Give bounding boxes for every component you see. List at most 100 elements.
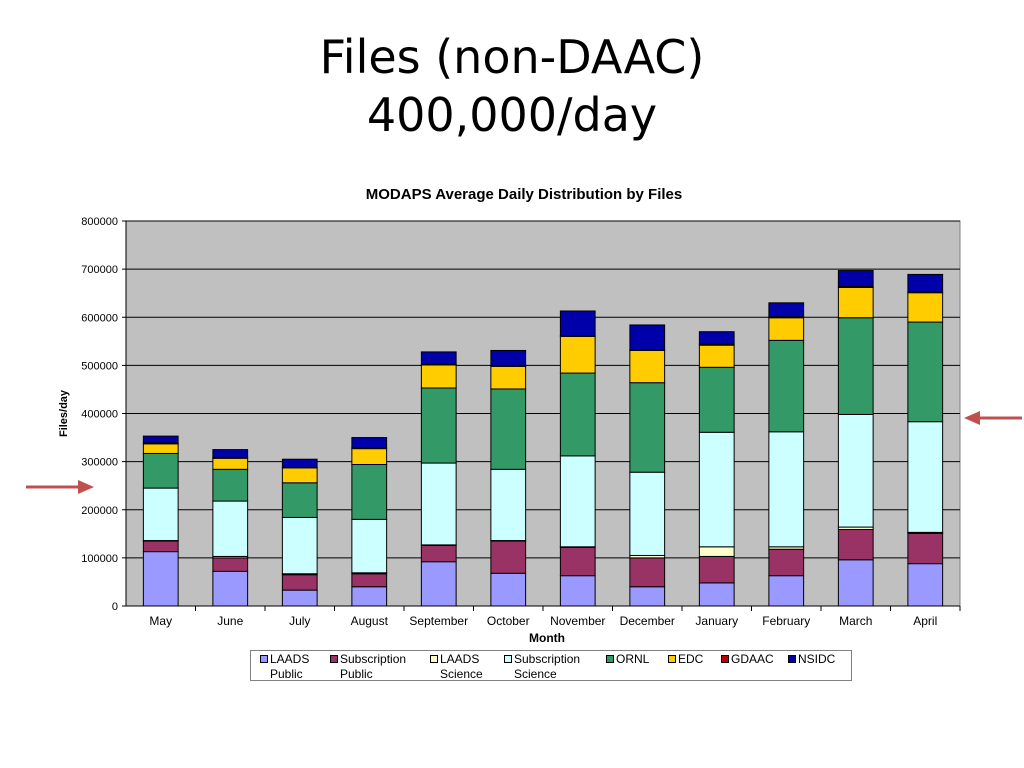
bar-segment: [281, 589, 318, 607]
legend-label: LAADS Science: [440, 652, 483, 681]
bar-segment: [351, 437, 388, 449]
x-tick-label: December: [620, 614, 675, 628]
bar-segment: [768, 339, 805, 433]
bar-segment: [559, 575, 596, 607]
bar-segment: [351, 448, 388, 466]
bar-segment: [907, 532, 944, 565]
bar-segment: [490, 540, 527, 574]
bar-segment: [629, 349, 666, 384]
bar-segment: [142, 540, 179, 553]
bar-segment: [837, 286, 874, 319]
y-tick-label: 300000: [81, 457, 118, 469]
legend-label: ORNL: [616, 652, 650, 666]
bar-segment: [490, 572, 527, 607]
bar-segment: [559, 310, 596, 337]
x-axis-label: Month: [529, 631, 565, 645]
bar-segment: [420, 561, 457, 607]
annotation-arrows: [26, 411, 1022, 494]
bar-segment: [907, 273, 944, 293]
bar-segment: [559, 336, 596, 374]
bar-segment: [212, 557, 249, 572]
bar-segment: [698, 431, 735, 548]
bars: [142, 270, 944, 607]
legend-label: Subscription Public: [340, 652, 407, 681]
bar-segment: [142, 487, 179, 542]
legend-swatch: [430, 655, 438, 663]
legend-label: NSIDC: [798, 652, 836, 666]
bar-segment: [559, 546, 596, 577]
bar-segment: [420, 544, 457, 563]
bar-segment: [142, 435, 179, 444]
bar-segment: [559, 455, 596, 548]
bar-segment: [629, 557, 666, 588]
legend-label: LAADS Public: [270, 652, 310, 681]
bar-segment: [768, 302, 805, 318]
bar-segment: [281, 467, 318, 484]
bar-segment: [281, 482, 318, 518]
bar-segment: [768, 317, 805, 341]
y-tick-label: 0: [112, 601, 118, 613]
bar-segment: [281, 574, 318, 591]
gridlines: [126, 220, 960, 559]
bar-segment: [837, 559, 874, 607]
legend-label: GDAAC: [731, 652, 774, 666]
bar-segment: [490, 468, 527, 542]
slide-title: Files (non-DAAC) 400,000/day: [0, 28, 1024, 144]
bar-segment: [698, 331, 735, 345]
y-tick-label: 500000: [81, 360, 118, 372]
bar-segment: [420, 387, 457, 464]
bar-segment: [698, 582, 735, 607]
chart-legend: LAADS Public Subscription Public LAADS Sci…: [250, 650, 852, 681]
y-tick-label: 400000: [81, 409, 118, 421]
x-tick-label: January: [695, 614, 738, 628]
y-tick-label: 600000: [81, 312, 118, 324]
bar-segment: [212, 570, 249, 607]
bar-segment: [212, 500, 249, 557]
x-tick-label: April: [913, 614, 937, 628]
bar-segment: [490, 365, 527, 390]
bar-segment: [629, 471, 666, 556]
bar-segment: [351, 573, 388, 588]
bar-segment: [907, 292, 944, 323]
bar-segment: [490, 349, 527, 366]
bar-segment: [212, 457, 249, 470]
x-tick-label: February: [762, 614, 810, 628]
axes: 0 100000 200000 300000 400000 500000 600000 700…: [81, 216, 961, 628]
legend-swatch: [668, 655, 676, 663]
bar-segment: [837, 270, 874, 287]
bar-segment: [768, 548, 805, 577]
left-arrow-head: [78, 480, 94, 494]
bar-segment: [907, 321, 944, 423]
bar-segment: [629, 382, 666, 473]
legend-label: EDC: [678, 652, 704, 666]
bar-segment: [420, 364, 457, 389]
legend-swatch: [721, 655, 729, 663]
x-tick-label: July: [289, 614, 310, 628]
bar-segment: [837, 413, 874, 528]
bar-segment: [351, 464, 388, 520]
x-tick-label: June: [217, 614, 243, 628]
x-tick-label: September: [409, 614, 468, 628]
bar-segment: [351, 586, 388, 607]
bar-segment: [212, 468, 249, 502]
y-tick-label: 200000: [81, 505, 118, 517]
x-tick-label: October: [487, 614, 530, 628]
legend-swatch: [504, 655, 512, 663]
bar-segment: [837, 317, 874, 415]
bar-segment: [629, 586, 666, 607]
y-tick-label: 800000: [81, 216, 118, 228]
bar-segment: [490, 388, 527, 470]
y-axis-label: Files/day: [58, 389, 70, 437]
bar-segment: [698, 344, 735, 368]
bar-segment: [768, 431, 805, 548]
x-tick-label: November: [550, 614, 605, 628]
bar-segment: [351, 518, 388, 574]
bar-segment: [281, 458, 318, 468]
x-tick-label: March: [839, 614, 872, 628]
bar-segment: [698, 546, 735, 557]
y-tick-label: 700000: [81, 264, 118, 276]
bar-segment: [698, 366, 735, 433]
bar-segment: [212, 449, 249, 458]
right-arrow-head: [964, 411, 980, 425]
bar-segment: [907, 563, 944, 607]
